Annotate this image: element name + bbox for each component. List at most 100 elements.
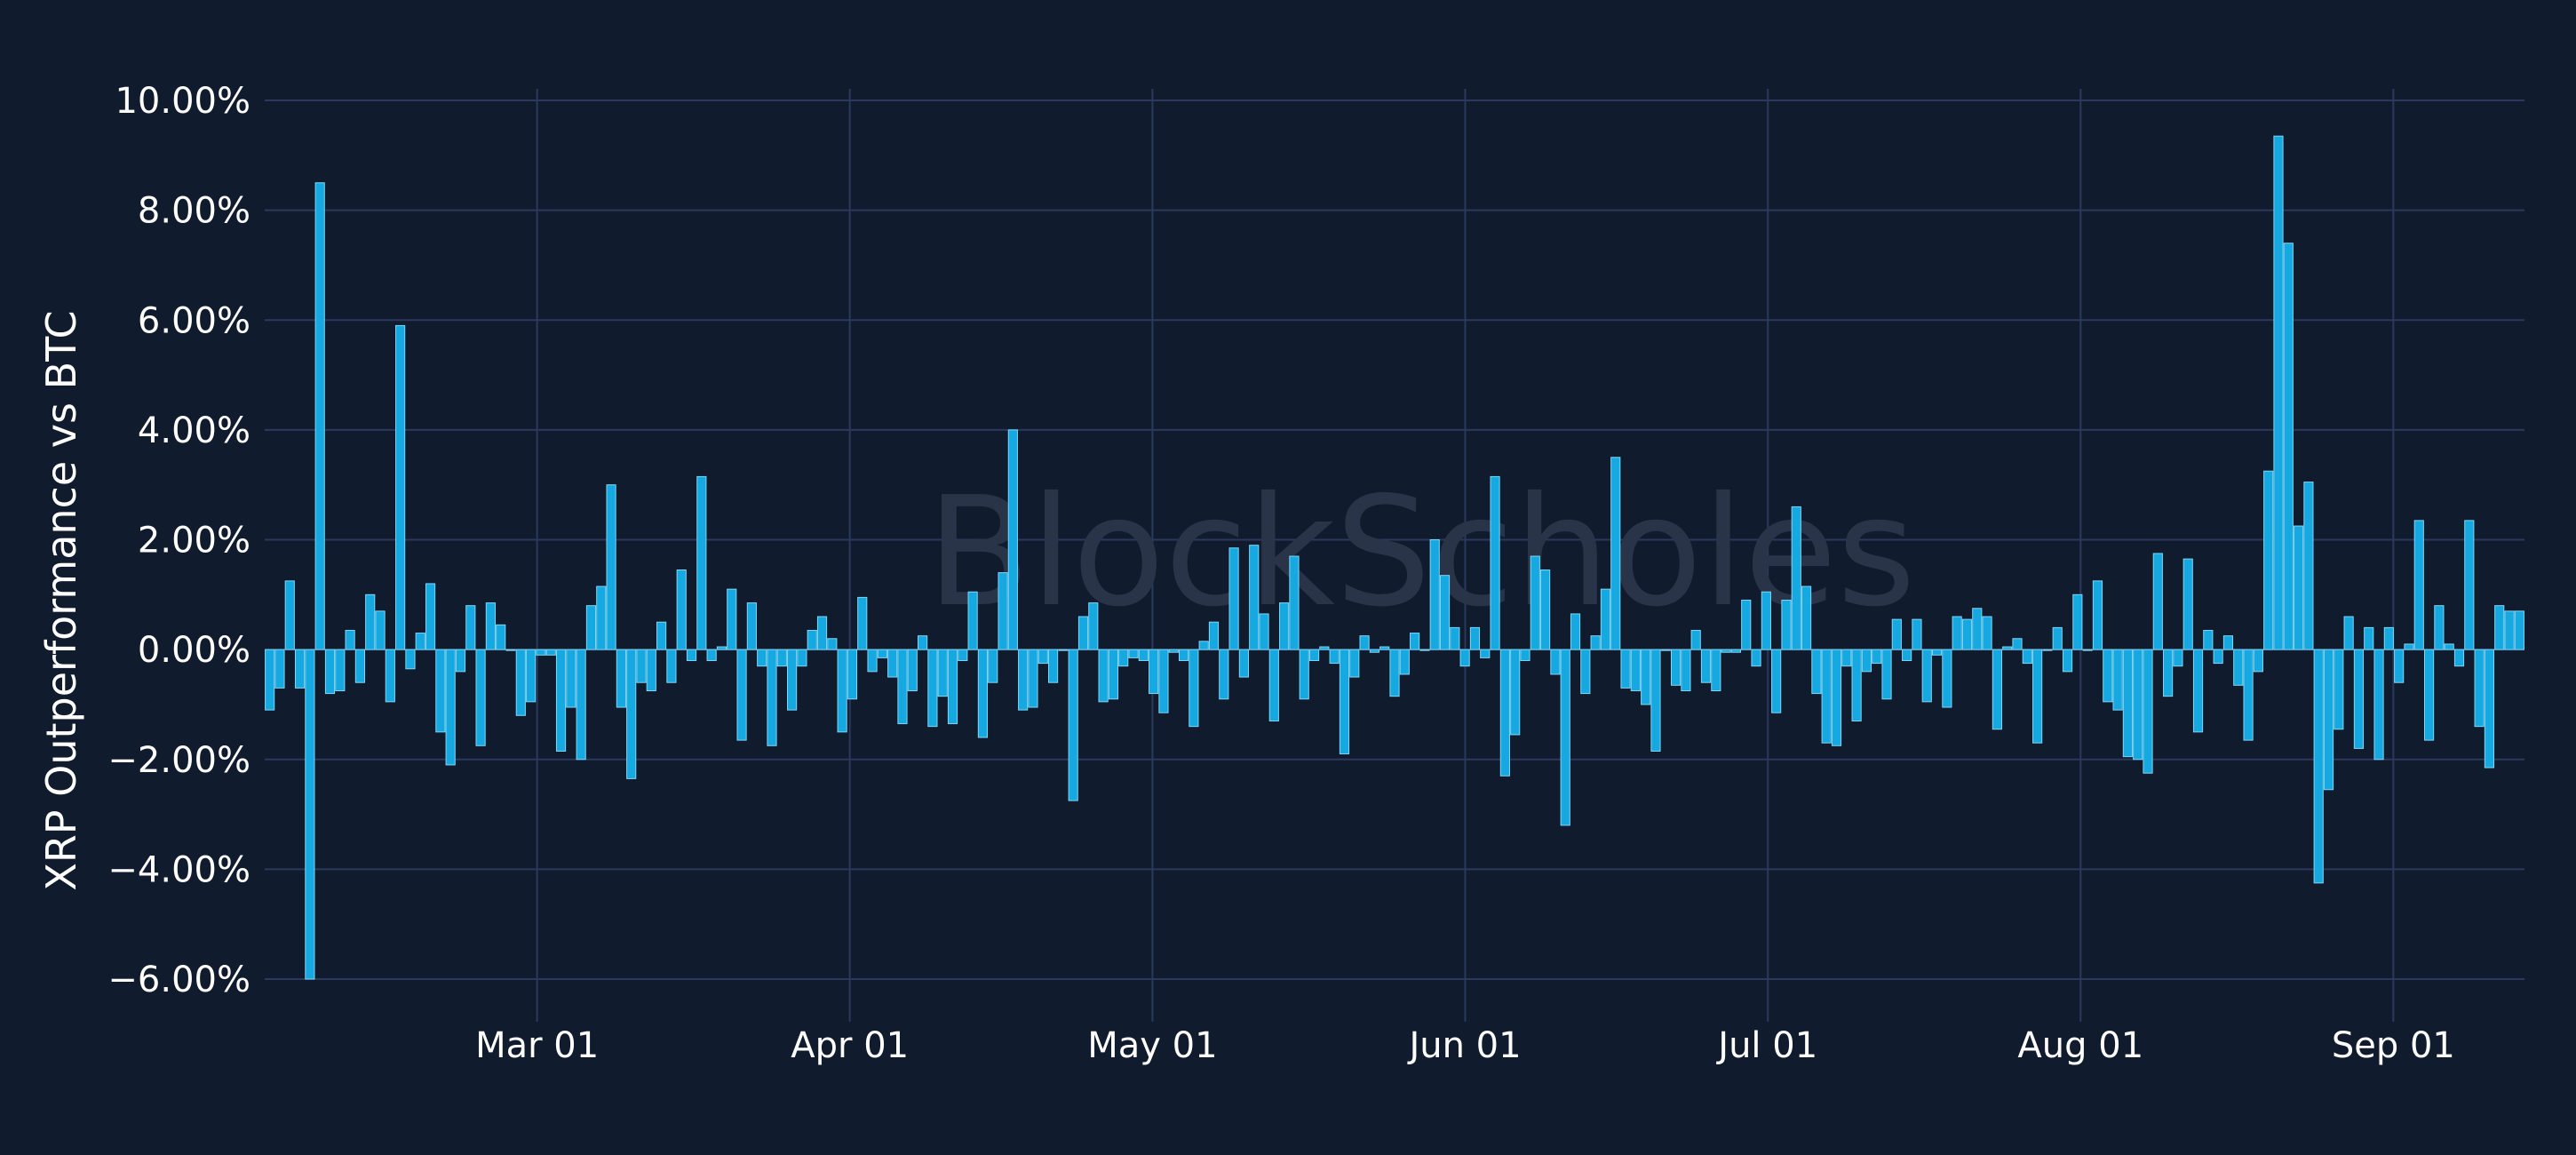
- bar: [1550, 649, 1561, 675]
- bar: [857, 596, 868, 650]
- x-tick-label: Apr 01: [791, 1025, 909, 1066]
- bar: [305, 649, 315, 980]
- bar: [1861, 649, 1872, 673]
- bar: [2474, 649, 2485, 728]
- bar: [937, 649, 948, 697]
- bar: [1992, 649, 2002, 730]
- bar: [1329, 649, 1340, 665]
- bar: [1881, 649, 1892, 700]
- bar: [1459, 649, 1470, 667]
- bar: [1028, 649, 1038, 708]
- bar: [294, 649, 306, 689]
- bar: [746, 602, 757, 650]
- bar: [2323, 649, 2334, 791]
- bar: [1931, 649, 1943, 656]
- bar: [2072, 593, 2083, 650]
- bar: [585, 605, 597, 650]
- bar: [2133, 649, 2143, 761]
- bar: [1751, 649, 1761, 667]
- bar: [2434, 605, 2445, 650]
- bar: [2353, 649, 2365, 749]
- y-tick-label: −6.00%: [107, 960, 250, 1000]
- x-tick-label: Mar 01: [475, 1025, 599, 1066]
- bar: [2022, 649, 2032, 665]
- bar: [1912, 618, 1922, 650]
- bar: [345, 629, 355, 650]
- y-tick-label: −2.00%: [107, 740, 250, 781]
- bar: [827, 638, 838, 650]
- bar: [1339, 649, 1350, 755]
- bar: [566, 649, 576, 708]
- bar: [1238, 649, 1249, 678]
- bar: [435, 649, 446, 733]
- y-tick-label: 2.00%: [138, 521, 250, 562]
- bar: [2243, 649, 2254, 741]
- bar: [2042, 649, 2053, 651]
- bar: [1841, 649, 1852, 667]
- x-tick-label: May 01: [1087, 1025, 1217, 1066]
- bar: [1499, 649, 1510, 777]
- bar: [2152, 553, 2163, 650]
- bar: [2112, 649, 2123, 711]
- bar: [1480, 649, 1491, 658]
- bar: [596, 585, 607, 650]
- bar: [284, 580, 295, 650]
- bar: [816, 616, 828, 650]
- bar: [354, 649, 366, 683]
- bar: [1681, 649, 1691, 691]
- bar: [1308, 649, 1320, 661]
- bar: [2032, 649, 2043, 744]
- bar: [706, 649, 717, 661]
- bar: [1469, 626, 1481, 650]
- bar: [787, 649, 798, 711]
- bar: [1149, 649, 1159, 695]
- bar: [1580, 649, 1591, 695]
- bar: [1068, 649, 1078, 801]
- bar: [335, 649, 346, 691]
- bar: [847, 649, 858, 700]
- bar: [1490, 475, 1500, 650]
- bar: [2453, 649, 2465, 667]
- bar: [1279, 602, 1290, 650]
- bar: [2413, 520, 2424, 650]
- bar: [2203, 629, 2214, 650]
- x-tick-label: Jul 01: [1715, 1025, 1817, 1066]
- bar: [1530, 555, 1540, 650]
- bar: [1389, 649, 1400, 697]
- bar: [1268, 649, 1279, 721]
- bar: [1600, 588, 1611, 650]
- x-tick-label: Aug 01: [2017, 1025, 2143, 1066]
- bar: [656, 621, 667, 650]
- y-tick-label: 8.00%: [138, 191, 250, 232]
- bar: [405, 649, 416, 670]
- bar: [676, 569, 687, 650]
- bar: [536, 649, 546, 656]
- bar: [998, 572, 1008, 650]
- x-axis-ticks: Mar 01 Apr 01 May 01 Jun 01 Jul 01 Aug 01 Sep …: [475, 1025, 2455, 1066]
- bar: [1007, 429, 1018, 650]
- bar: [616, 649, 626, 708]
- bar: [1249, 545, 1260, 650]
- bar: [1319, 646, 1330, 650]
- bar: [526, 649, 537, 703]
- bar: [797, 649, 807, 667]
- bar: [907, 649, 918, 691]
- bar: [1741, 599, 1752, 650]
- bar: [1560, 649, 1570, 826]
- y-tick-label: −4.00%: [107, 849, 250, 890]
- bar: [2012, 638, 2023, 650]
- bar: [1851, 649, 1862, 721]
- bar: [2253, 649, 2263, 673]
- bar: [807, 629, 817, 650]
- bar: [1670, 649, 1682, 686]
- bar: [927, 649, 938, 728]
- bar: [375, 610, 386, 650]
- bar: [867, 649, 878, 673]
- bar: [1128, 649, 1139, 658]
- bar: [1620, 649, 1631, 689]
- bar: [1952, 616, 1962, 650]
- bar: [1138, 649, 1149, 661]
- bar: [2464, 520, 2475, 650]
- bar: [967, 591, 978, 650]
